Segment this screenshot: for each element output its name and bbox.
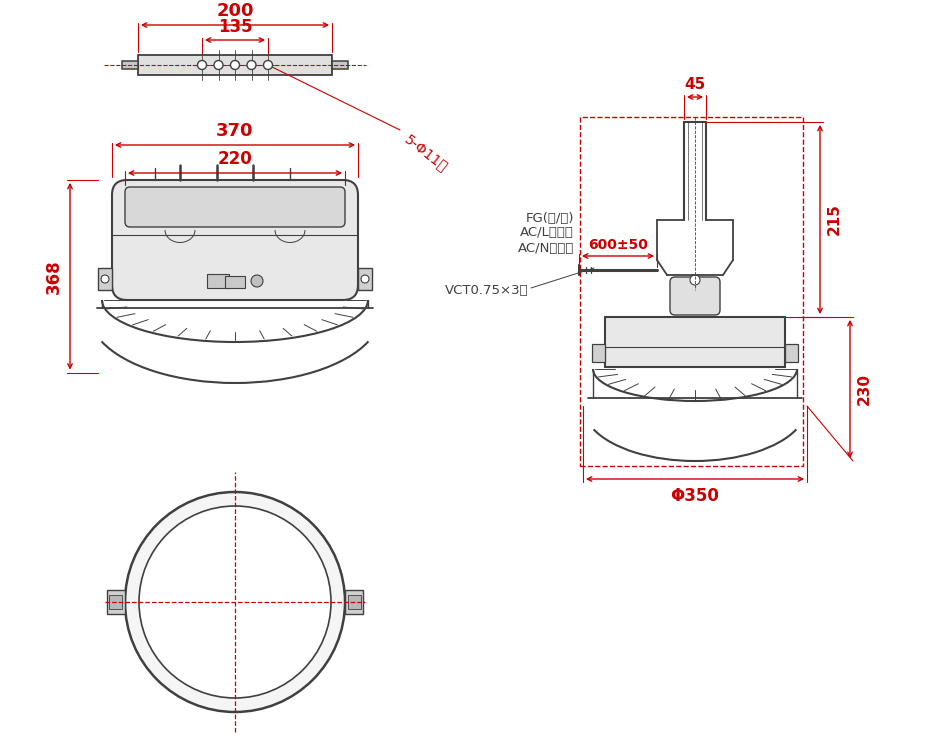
Text: 135: 135 [218, 18, 253, 36]
Text: AC/N（白）: AC/N（白） [518, 242, 574, 254]
Bar [138, 55, 332, 75]
FancyBboxPatch shape [670, 277, 720, 315]
Bar [785, 344, 798, 362]
Bar [98, 268, 112, 290]
Circle shape [125, 492, 345, 712]
Circle shape [214, 61, 223, 70]
Bar [207, 274, 229, 288]
FancyBboxPatch shape [112, 180, 358, 300]
Circle shape [251, 275, 263, 287]
Text: AC/L（黒）: AC/L（黒） [521, 226, 574, 239]
Bar [107, 590, 125, 614]
Circle shape [139, 506, 331, 698]
Circle shape [198, 61, 206, 70]
Text: Φ350: Φ350 [671, 487, 719, 505]
Bar [358, 268, 372, 290]
FancyBboxPatch shape [125, 187, 345, 227]
Circle shape [263, 61, 273, 70]
Circle shape [361, 275, 369, 283]
Bar [592, 344, 605, 362]
Text: 368: 368 [45, 259, 63, 293]
Text: 200: 200 [217, 2, 254, 20]
Bar [605, 317, 785, 367]
Bar [345, 590, 363, 614]
Text: VCT0.75×3芯: VCT0.75×3芯 [446, 284, 529, 296]
Text: 230: 230 [857, 373, 872, 405]
Text: 5-Φ11穴: 5-Φ11穴 [402, 132, 450, 174]
Circle shape [101, 275, 109, 283]
Text: 600±50: 600±50 [588, 238, 648, 252]
Bar [332, 61, 348, 69]
Text: 45: 45 [684, 77, 706, 92]
Bar [348, 595, 361, 609]
Bar [109, 595, 122, 609]
Text: 215: 215 [827, 203, 842, 236]
Bar [225, 276, 245, 288]
Text: 220: 220 [218, 150, 253, 168]
Bar [580, 117, 803, 466]
Circle shape [231, 61, 239, 70]
Text: FG(緑/黄): FG(緑/黄) [525, 211, 574, 224]
Bar [122, 61, 138, 69]
Circle shape [247, 61, 256, 70]
Circle shape [690, 275, 700, 285]
Text: 370: 370 [217, 122, 254, 140]
